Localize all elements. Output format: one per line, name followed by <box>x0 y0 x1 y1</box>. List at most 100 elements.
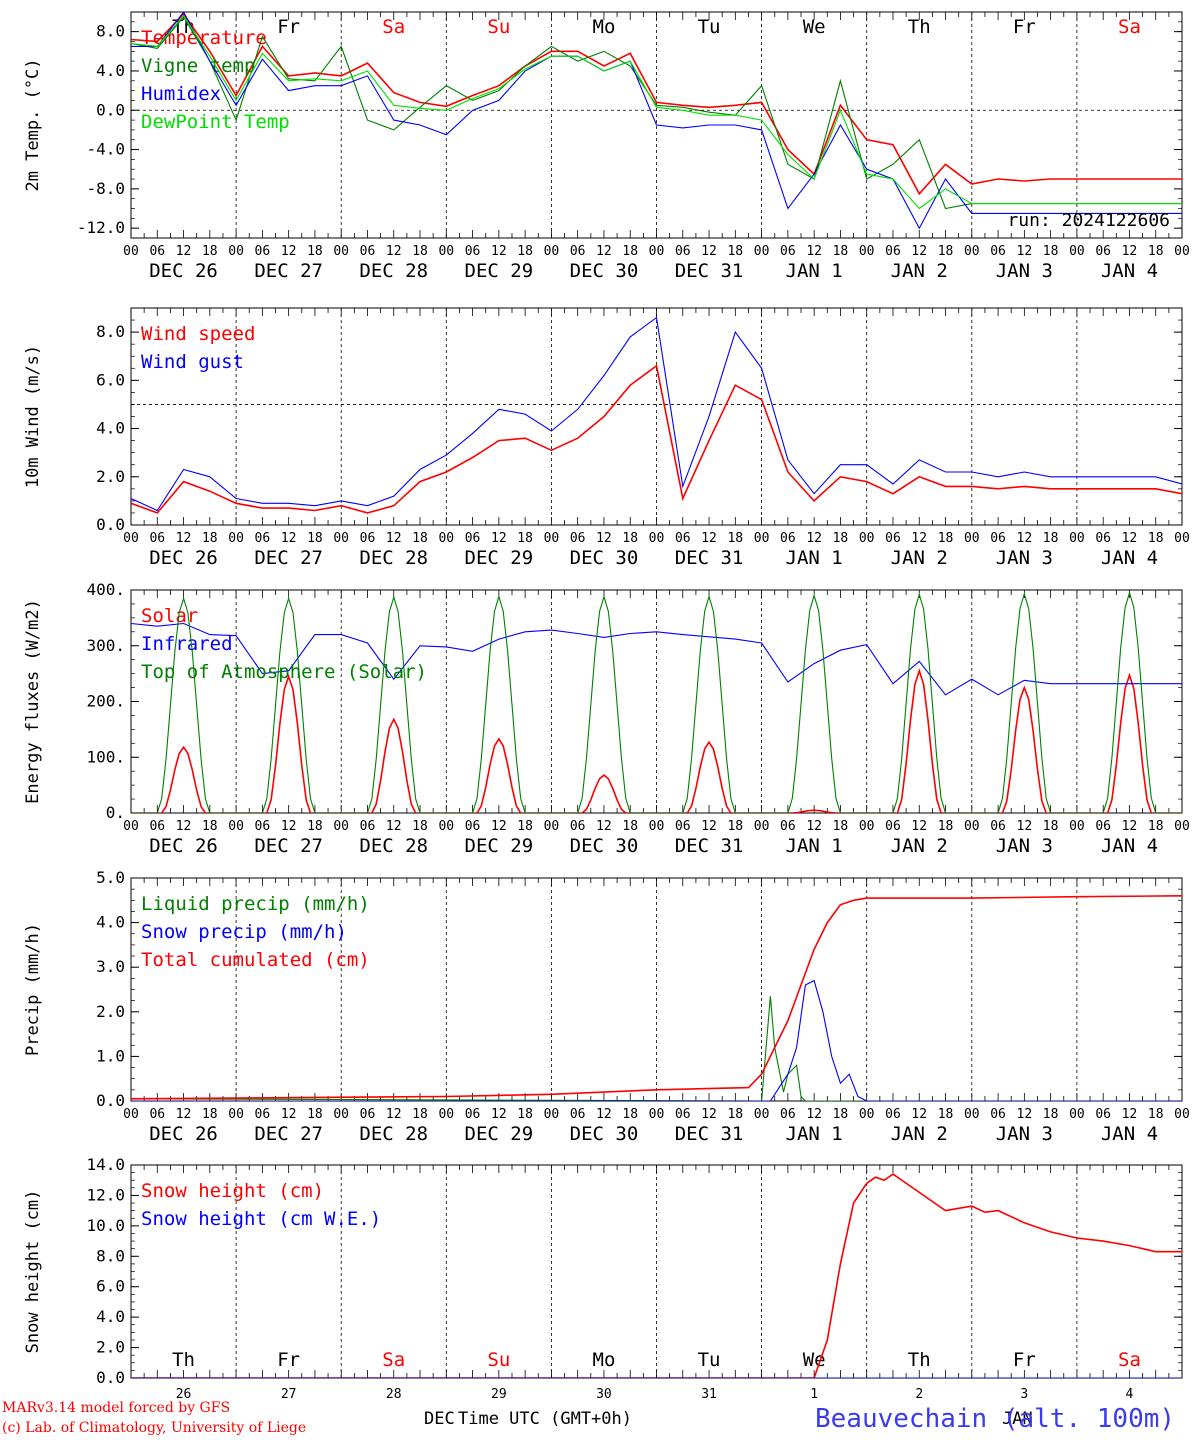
x-hour-tick-label: 00 <box>438 819 454 834</box>
x-hour-tick-label: 18 <box>202 244 218 259</box>
x-hour-tick-label: 12 <box>701 1107 717 1122</box>
x-hour-tick-label: 18 <box>833 819 849 834</box>
x-day-label: DEC 27 <box>254 547 323 569</box>
series-line-dewpoint-temp <box>131 14 1182 210</box>
x-hour-tick-label: 00 <box>649 819 665 834</box>
x-hour-tick-label: 18 <box>938 1107 954 1122</box>
x-hour-tick-label: 00 <box>228 244 244 259</box>
x-day-label: DEC 26 <box>149 547 218 569</box>
weekday-label: Fr <box>1013 1349 1036 1371</box>
y-tick-label: 4.0 <box>96 1307 125 1326</box>
x-hour-tick-label: 12 <box>491 531 507 546</box>
x-hour-tick-label: 06 <box>570 1107 586 1122</box>
weekday-label: Fr <box>277 16 300 38</box>
x-hour-tick-label: 00 <box>1069 819 1085 834</box>
weekday-label: Mo <box>593 16 616 38</box>
series-line-infrared <box>131 622 1182 696</box>
x-hour-tick-label: 12 <box>1122 244 1138 259</box>
day-number-label: 27 <box>281 1387 297 1402</box>
y-tick-label: 100. <box>86 747 125 766</box>
x-hour-tick-label: 12 <box>1122 1107 1138 1122</box>
x-hour-tick-label: 00 <box>438 1107 454 1122</box>
weekday-label: Th <box>908 16 931 38</box>
day-number-label: 4 <box>1126 1387 1134 1402</box>
chart-panel-5: 0.0 2.0 4.0 6.0 8.0 10.0 12.0 14.0 Snow height (… <box>23 1155 1183 1402</box>
x-hour-tick-label: 06 <box>990 531 1006 546</box>
y-tick-label: 8.0 <box>96 22 125 41</box>
x-hour-tick-label: 18 <box>833 1107 849 1122</box>
x-hour-tick-label: 18 <box>833 531 849 546</box>
x-hour-tick-label: 12 <box>1017 1107 1033 1122</box>
x-hour-tick-label: 06 <box>990 819 1006 834</box>
x-hour-tick-label: 12 <box>596 1107 612 1122</box>
x-day-label: DEC 29 <box>465 835 534 857</box>
legend-entry: Total cumulated (cm) <box>141 949 370 971</box>
x-hour-tick-label: 18 <box>412 244 428 259</box>
x-hour-tick-label: 00 <box>1174 531 1190 546</box>
weekday-label: Sa <box>382 1349 405 1371</box>
x-hour-tick-label: 12 <box>281 1107 297 1122</box>
y-tick-label: 12.0 <box>86 1185 125 1204</box>
x-hour-tick-label: 12 <box>911 1107 927 1122</box>
x-hour-tick-label: 18 <box>307 531 323 546</box>
legend-entry: Wind gust <box>141 351 244 373</box>
x-hour-tick-label: 18 <box>1148 819 1164 834</box>
x-hour-tick-label: 18 <box>727 1107 743 1122</box>
x-hour-tick-label: 18 <box>517 1107 533 1122</box>
x-hour-tick-label: 06 <box>675 531 691 546</box>
x-day-label: DEC 26 <box>149 1123 218 1145</box>
plot-frame <box>130 589 1183 814</box>
x-hour-tick-label: 12 <box>1122 531 1138 546</box>
series-line-wind-gust <box>131 316 1182 512</box>
y-tick-label: 300. <box>86 636 125 655</box>
x-hour-tick-label: 00 <box>544 531 560 546</box>
legend-entry: Temperature <box>141 27 267 49</box>
y-tick-label: -8.0 <box>86 179 125 198</box>
x-hour-tick-label: 00 <box>1069 244 1085 259</box>
y-axis-label: Snow height (cm) <box>23 1190 43 1354</box>
x-hour-tick-label: 18 <box>202 819 218 834</box>
weekday-label: We <box>803 1349 826 1371</box>
x-hour-tick-label: 06 <box>990 1107 1006 1122</box>
x-hour-tick-label: 12 <box>281 819 297 834</box>
chart-panel-1: 8.0 4.0 0.0 -4.0 -8.0 -12.0 2m Temp. (°C) 00 06 1… <box>23 11 1190 282</box>
x-hour-tick-label: 06 <box>780 1107 796 1122</box>
x-hour-tick-label: 12 <box>701 244 717 259</box>
y-tick-label: 0.0 <box>96 515 125 534</box>
x-day-label: JAN 1 <box>786 260 843 282</box>
x-hour-tick-label: 12 <box>701 531 717 546</box>
x-day-label: DEC 28 <box>359 547 428 569</box>
x-hour-tick-label: 06 <box>570 244 586 259</box>
x-hour-tick-label: 06 <box>465 819 481 834</box>
x-hour-tick-label: 12 <box>911 819 927 834</box>
x-hour-tick-label: 18 <box>727 244 743 259</box>
weekday-label: Su <box>487 16 510 38</box>
y-tick-label: 8.0 <box>96 322 125 341</box>
x-day-label: JAN 4 <box>1101 547 1158 569</box>
x-hour-tick-label: 00 <box>754 819 770 834</box>
y-tick-label: 14.0 <box>86 1155 125 1174</box>
y-tick-label: 0.0 <box>96 1368 125 1387</box>
series-line-snow-precip-mm-h- <box>131 979 1182 1101</box>
x-hour-tick-label: 12 <box>176 1107 192 1122</box>
y-tick-label: 5.0 <box>96 868 125 887</box>
x-hour-tick-label: 06 <box>570 531 586 546</box>
x-hour-tick-label: 00 <box>1069 531 1085 546</box>
x-hour-tick-label: 00 <box>754 531 770 546</box>
weekday-label: Tu <box>698 1349 721 1371</box>
bottom-month-label-dec: DEC <box>424 1409 455 1429</box>
x-hour-tick-label: 06 <box>360 244 376 259</box>
x-day-label: JAN 4 <box>1101 1123 1158 1145</box>
day-number-label: 3 <box>1020 1387 1028 1402</box>
x-hour-tick-label: 12 <box>911 531 927 546</box>
x-hour-tick-label: 00 <box>544 819 560 834</box>
x-day-label: DEC 28 <box>359 260 428 282</box>
x-hour-tick-label: 12 <box>1017 531 1033 546</box>
y-axis-label: 10m Wind (m/s) <box>23 345 43 488</box>
x-hour-tick-label: 06 <box>149 1107 165 1122</box>
x-day-label: JAN 2 <box>891 260 948 282</box>
x-hour-tick-label: 18 <box>1043 244 1059 259</box>
legend-entry: Infrared <box>141 633 233 655</box>
x-hour-tick-label: 12 <box>911 244 927 259</box>
